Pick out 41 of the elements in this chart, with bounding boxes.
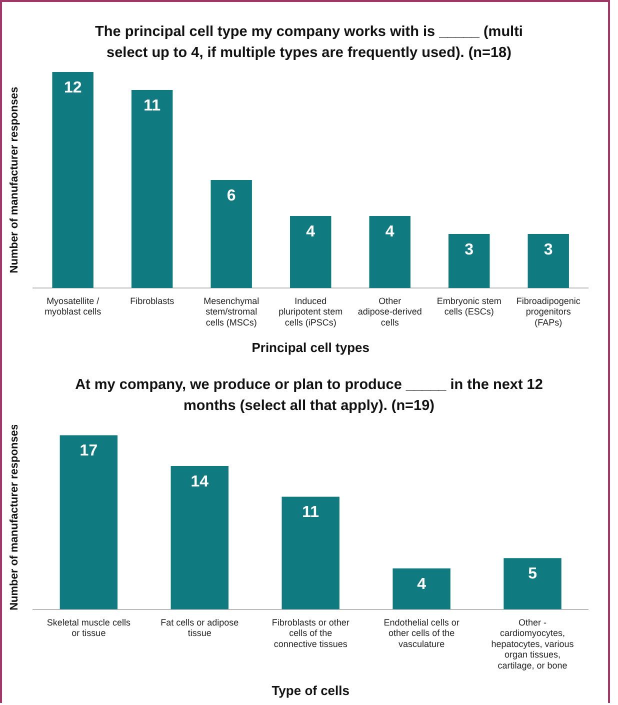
- data-label: 11: [144, 97, 161, 114]
- x-tick-label: Fat cells or adipose tissue: [160, 617, 239, 638]
- bar: [504, 558, 562, 610]
- data-label: 3: [544, 241, 553, 258]
- x-tick-label: Other - cardiomyocytes, hepatocytes, various organ tissues, cartilage, or bone: [491, 617, 574, 670]
- x-axis-title: Principal cell types: [252, 340, 370, 355]
- data-label: 12: [64, 79, 82, 96]
- bar: [52, 72, 94, 288]
- chart-title: The principal cell type my company works with is _____ (multi select up to 4, if multiple types are frequently used). (n=18): [94, 23, 524, 63]
- bar: [448, 234, 490, 288]
- chart-title: At my company, we produce or plan to produce _____ in the next 12 months (select all that apply). (n=19): [74, 376, 544, 416]
- bar: [369, 216, 410, 288]
- data-label: 3: [464, 241, 474, 258]
- x-axis-title: Type of cells: [272, 682, 350, 698]
- x-tick-label: Fibroadipogenic progenitors (FAPs): [516, 296, 581, 328]
- bar: [392, 568, 450, 610]
- data-label: 17: [80, 442, 98, 460]
- data-label: 5: [528, 566, 538, 583]
- data-label: 6: [226, 187, 236, 204]
- x-tick-label: Endothelial cells or other cells of the vasculature: [384, 617, 460, 649]
- x-tick-label: Mesenchymal stem/stromal cells (MSCs): [204, 296, 260, 328]
- data-label: 14: [190, 473, 209, 490]
- bar: [290, 216, 332, 288]
- x-tick-label: Skeletal muscle cells or tissue: [46, 617, 131, 638]
- x-tick-label: Other adipose-derived cells: [358, 296, 422, 328]
- data-label: 4: [417, 576, 426, 593]
- x-tick-label: Fibroblasts: [130, 296, 175, 306]
- x-tick-label: Induced pluripotent stem cells (iPSCs): [278, 296, 343, 328]
- x-tick-label: Myosatellite / myoblast cells: [44, 296, 102, 317]
- bar: [210, 180, 252, 288]
- x-tick-label: Embryonic stem cells (ESCs): [436, 296, 502, 317]
- bar: [131, 90, 173, 288]
- bar: [528, 234, 569, 288]
- bar: [282, 496, 340, 610]
- data-label: 11: [302, 504, 320, 522]
- bar: [60, 435, 118, 610]
- bar: [170, 466, 228, 610]
- data-label: 4: [306, 223, 316, 240]
- y-axis-title: Number of manufacturer responses: [8, 86, 21, 274]
- x-tick-label: Fibroblasts or other cells of the connective tissues: [272, 617, 350, 649]
- data-label: 4: [385, 223, 394, 240]
